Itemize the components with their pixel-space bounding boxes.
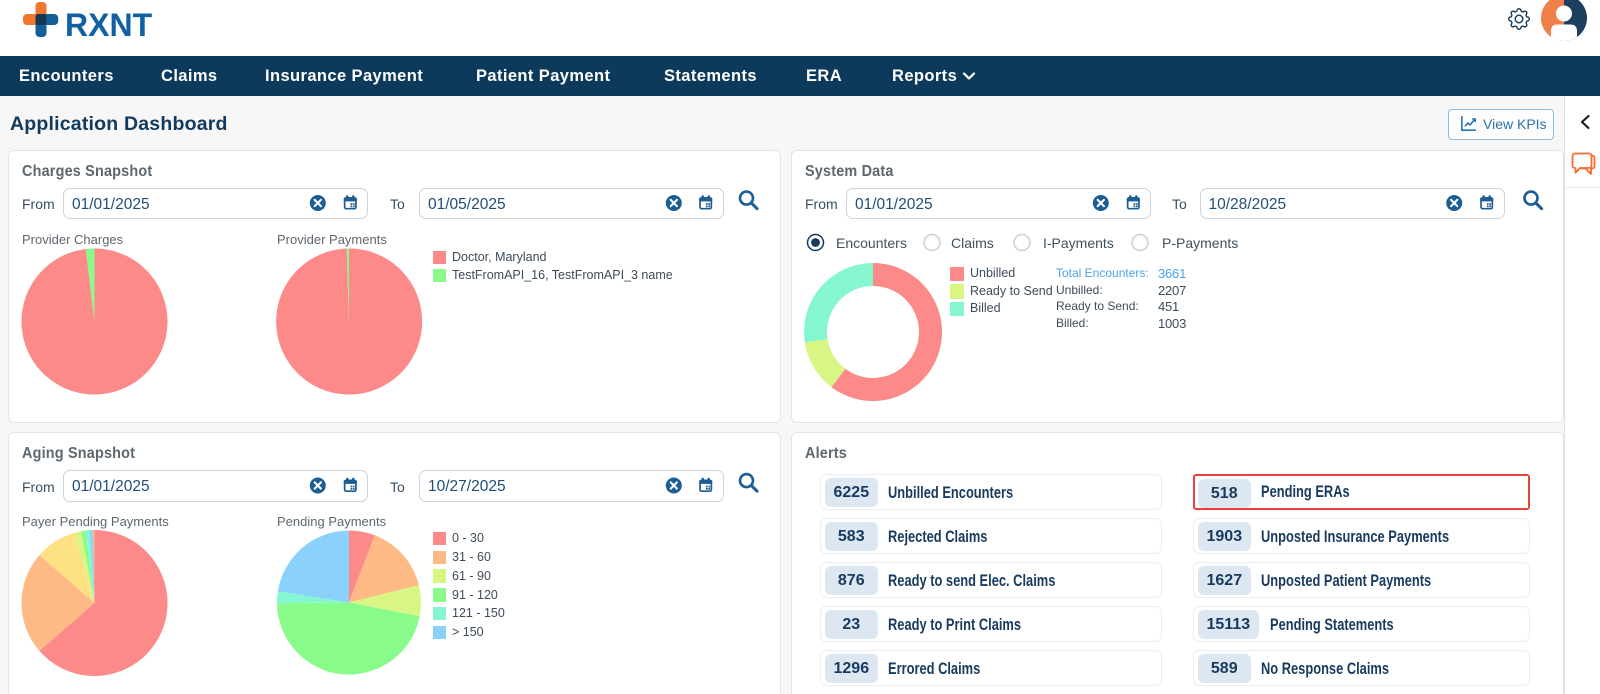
svg-text:RXNT: RXNT <box>65 7 153 42</box>
